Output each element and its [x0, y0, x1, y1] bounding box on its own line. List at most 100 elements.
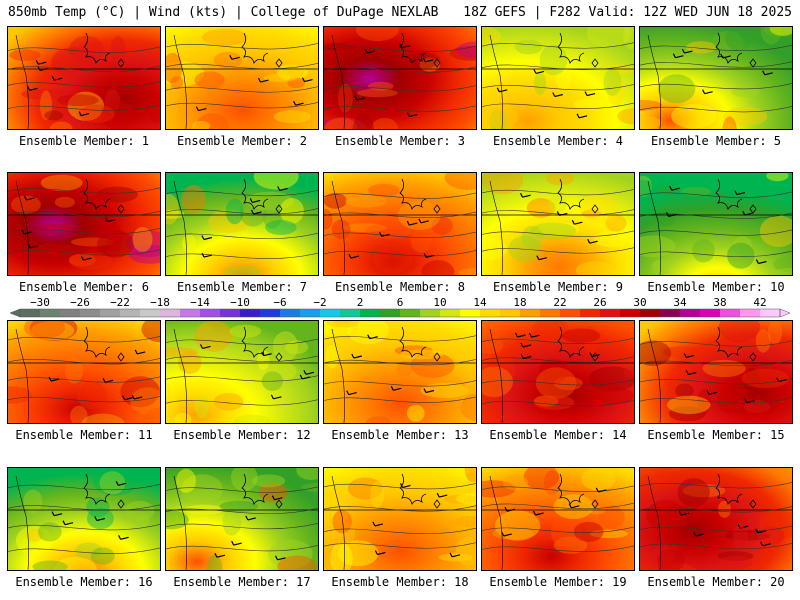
- color-scale-tick-label: −10: [230, 296, 250, 309]
- ensemble-member-map: [7, 467, 161, 571]
- temperature-field: [166, 321, 318, 423]
- ensemble-member-map: [7, 320, 161, 424]
- ensemble-member-map: [481, 320, 635, 424]
- ensemble-member-label: Ensemble Member: 10: [647, 280, 785, 294]
- color-scale-tick-label: −26: [70, 296, 90, 309]
- ensemble-member-label: Ensemble Member: 16: [15, 575, 153, 589]
- color-scale-swatch: [200, 309, 221, 317]
- color-scale-swatch: [400, 309, 421, 317]
- ensemble-member-label: Ensemble Member: 18: [331, 575, 469, 589]
- color-scale-swatch: [300, 309, 321, 317]
- temperature-field: [640, 468, 792, 570]
- ensemble-member-label: Ensemble Member: 6: [18, 280, 150, 294]
- color-scale-swatch: [320, 309, 341, 317]
- color-scale-swatch: [120, 309, 141, 317]
- color-scale-swatch: [100, 309, 121, 317]
- map-overlay: [482, 178, 634, 275]
- ensemble-member-map: [165, 26, 319, 130]
- temperature-field: [482, 321, 634, 423]
- ensemble-member-map: [323, 26, 477, 130]
- temperature-field: [8, 27, 160, 129]
- map-overlay: [166, 473, 318, 570]
- color-scale-swatch: [280, 309, 301, 317]
- map-title: 850mb Temp (°C) | Wind (kts) | College o…: [8, 5, 439, 20]
- color-scale-swatch: [640, 309, 661, 317]
- color-scale-swatch: [760, 309, 781, 317]
- ensemble-member-map: [323, 467, 477, 571]
- color-scale-swatch: [520, 309, 541, 317]
- temperature-field: [482, 27, 634, 129]
- ensemble-member-map: [481, 172, 635, 276]
- ensemble-member-map: [165, 172, 319, 276]
- color-scale-tick-label: 42: [753, 296, 767, 309]
- map-overlay: [640, 473, 792, 570]
- map-overlay: [166, 32, 318, 129]
- temperature-field: [324, 468, 476, 570]
- color-scale-swatch: [420, 309, 441, 317]
- ensemble-member-map: [323, 172, 477, 276]
- color-scale-tick-label: −6: [273, 296, 287, 309]
- map-overlay: [640, 32, 792, 129]
- ensemble-member-label: Ensemble Member: 5: [650, 134, 782, 148]
- temperature-field: [324, 173, 476, 275]
- color-scale-tick-label: 14: [473, 296, 487, 309]
- ensemble-member-label: Ensemble Member: 3: [334, 134, 466, 148]
- ensemble-member-label: Ensemble Member: 19: [489, 575, 627, 589]
- ensemble-member-label: Ensemble Member: 15: [647, 428, 785, 442]
- map-overlay: [640, 326, 792, 423]
- map-overlay: [324, 178, 476, 275]
- color-scale-swatch: [580, 309, 601, 317]
- color-scale-tick-label: −2: [313, 296, 327, 309]
- temperature-field: [482, 173, 634, 275]
- color-scale-tick-label: −30: [30, 296, 50, 309]
- ensemble-member-label: Ensemble Member: 17: [173, 575, 311, 589]
- ensemble-member-map: [323, 320, 477, 424]
- color-scale-swatch: [380, 309, 401, 317]
- color-scale-swatch: [460, 309, 481, 317]
- ensemble-member-map: [639, 320, 793, 424]
- run-valid-time: 18Z GEFS | F282 Valid: 12Z WED JUN 18 20…: [463, 5, 792, 20]
- temperature-field: [640, 321, 792, 423]
- temperature-color-scale: [10, 308, 790, 318]
- ensemble-member-map: [165, 320, 319, 424]
- color-scale-tick-label: 2: [356, 296, 364, 309]
- map-overlay: [8, 473, 160, 570]
- color-scale-swatch: [60, 309, 81, 317]
- ensemble-member-label: Ensemble Member: 11: [15, 428, 153, 442]
- color-scale-swatch: [680, 309, 701, 317]
- color-scale-swatch: [480, 309, 501, 317]
- ensemble-member-map: [639, 172, 793, 276]
- ensemble-member-label: Ensemble Member: 1: [18, 134, 150, 148]
- color-scale-swatch: [160, 309, 181, 317]
- color-scale-swatch: [80, 309, 101, 317]
- ensemble-member-label: Ensemble Member: 12: [173, 428, 311, 442]
- color-scale-swatch: [340, 309, 361, 317]
- color-scale-tick-label: 10: [433, 296, 447, 309]
- color-scale-swatch: [700, 309, 721, 317]
- ensemble-member-map: [481, 467, 635, 571]
- ensemble-member-map: [481, 26, 635, 130]
- color-scale-swatch: [500, 309, 521, 317]
- temperature-field: [640, 27, 792, 129]
- ensemble-member-label: Ensemble Member: 2: [176, 134, 308, 148]
- ensemble-member-map: [639, 467, 793, 571]
- color-scale-tick-label: 38: [713, 296, 727, 309]
- map-overlay: [640, 178, 792, 275]
- color-scale-swatch: [220, 309, 241, 317]
- color-scale-tick-label: −22: [110, 296, 130, 309]
- color-scale-tick-label: 30: [633, 296, 647, 309]
- color-scale-swatch: [540, 309, 561, 317]
- ensemble-member-map: [639, 26, 793, 130]
- color-scale-swatch: [20, 309, 41, 317]
- map-overlay: [324, 326, 476, 423]
- color-scale-tick-label: 26: [593, 296, 607, 309]
- map-overlay: [166, 178, 318, 275]
- color-scale-swatch: [720, 309, 741, 317]
- temperature-field: [324, 27, 476, 129]
- color-scale-swatch: [40, 309, 61, 317]
- color-scale-swatch: [180, 309, 201, 317]
- color-scale-tick-label: −14: [190, 296, 210, 309]
- temperature-field: [166, 468, 318, 570]
- color-scale-swatch: [260, 309, 281, 317]
- ensemble-member-map: [7, 26, 161, 130]
